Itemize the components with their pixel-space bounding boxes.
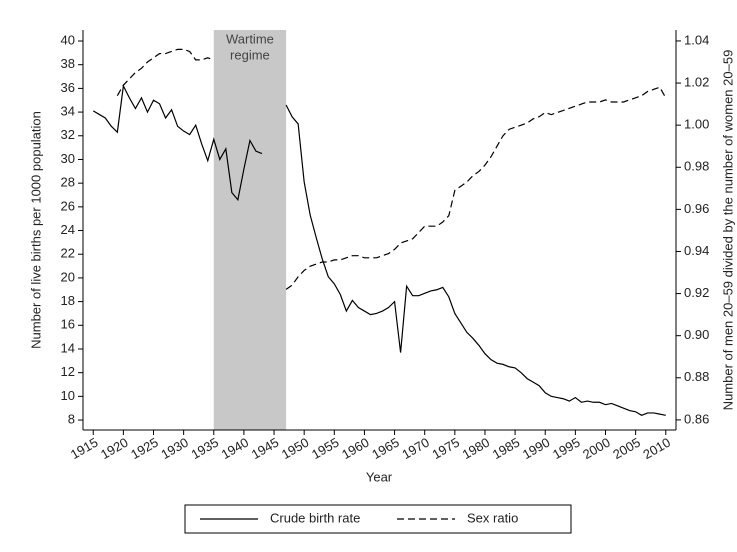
series-line [92, 84, 666, 416]
shaded-region [213, 30, 287, 430]
shaded-region-label: Wartime [226, 31, 274, 46]
y-tick-label: 12 [61, 364, 75, 379]
x-tick-label: 1920 [98, 435, 131, 462]
y2-tick-label: 0.92 [684, 285, 709, 300]
legend-label: Sex ratio [467, 510, 518, 525]
x-tick-label: 1925 [128, 435, 161, 462]
x-tick-label: 1950 [279, 435, 312, 462]
y2-tick-label: 1.00 [684, 117, 709, 132]
x-tick-label: 1915 [68, 435, 101, 462]
y-tick-label: 8 [68, 411, 75, 426]
y2-tick-label: 1.04 [684, 32, 709, 47]
y-tick-label: 20 [61, 269, 75, 284]
x-tick-label: 1975 [430, 435, 463, 462]
y-tick-label: 24 [61, 222, 75, 237]
y-tick-label: 18 [61, 293, 75, 308]
x-tick-label: 1955 [309, 435, 342, 462]
y-tick-label: 40 [61, 32, 75, 47]
legend-box [184, 504, 572, 534]
y-tick-label: 34 [61, 104, 75, 119]
shaded-region-label: regime [230, 47, 270, 62]
y-tick-label: 16 [61, 317, 75, 332]
y-tick-label: 36 [61, 80, 75, 95]
y-tick-label: 28 [61, 175, 75, 190]
x-tick-label: 1970 [399, 435, 432, 462]
legend: Crude birth rate Sex ratio [184, 504, 572, 534]
x-tick-label: 1965 [369, 435, 402, 462]
legend-label: Crude birth rate [270, 510, 360, 525]
x-tick-label: 1985 [490, 435, 523, 462]
x-tick-label: 2005 [610, 435, 643, 462]
x-axis-label: Year [366, 469, 393, 484]
x-tick-label: 1930 [158, 435, 191, 462]
y-axis-label: Number of live births per 1000 populatio… [28, 111, 43, 349]
x-tick-label: 1990 [520, 435, 553, 462]
y2-tick-label: 0.86 [684, 411, 709, 426]
y2-tick-label: 0.96 [684, 201, 709, 216]
x-tick-label: 1995 [550, 435, 583, 462]
y-tick-label: 32 [61, 127, 75, 142]
x-tick-label: 1945 [249, 435, 282, 462]
x-tick-label: 2000 [580, 435, 613, 462]
x-tick-label: 1980 [460, 435, 493, 462]
y-tick-label: 26 [61, 198, 75, 213]
series-line [116, 48, 667, 290]
y2-tick-label: 0.94 [684, 243, 709, 258]
y2-tick-label: 0.98 [684, 159, 709, 174]
x-tick-label: 1960 [339, 435, 372, 462]
y2-tick-label: 1.02 [684, 74, 709, 89]
x-tick-label: 2010 [640, 435, 673, 462]
y-tick-label: 14 [61, 340, 75, 355]
y-tick-label: 30 [61, 151, 75, 166]
x-tick-label: 1935 [188, 435, 221, 462]
y2-tick-label: 0.88 [684, 369, 709, 384]
x-tick-label: 1940 [219, 435, 252, 462]
y2-tick-label: 0.90 [684, 327, 709, 342]
y-tick-label: 10 [61, 388, 75, 403]
y-tick-label: 22 [61, 246, 75, 261]
y-tick-label: 38 [61, 56, 75, 71]
y2-axis-label: Number of men 20–59 divided by the numbe… [720, 50, 735, 411]
